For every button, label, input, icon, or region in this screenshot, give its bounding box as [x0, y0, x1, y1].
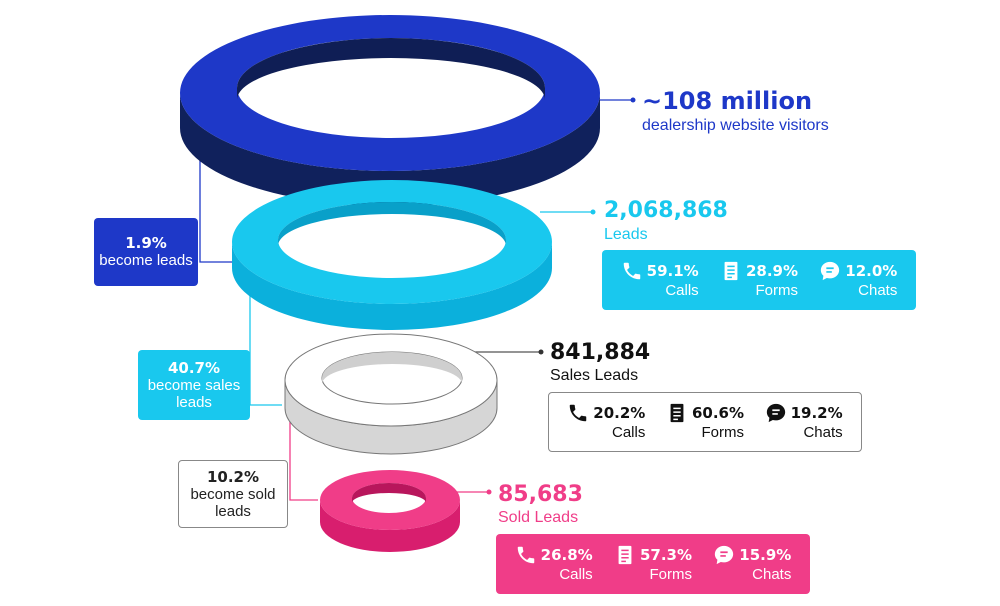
sold-leads-chats-pct: 15.9% — [739, 546, 792, 564]
visitors-label: dealership website visitors — [642, 117, 829, 134]
leads-chats-label: Chats — [858, 282, 898, 299]
chat-icon — [821, 261, 840, 281]
sales-leads-stat-chats: 19.2% Chats — [765, 402, 843, 442]
sales-leads-forms-label: Forms — [701, 424, 745, 441]
leads-chats-pct: 12.0% — [845, 262, 898, 280]
sales-leads-chats-label: Chats — [803, 424, 843, 441]
leads-calls-pct: 59.1% — [646, 262, 699, 280]
sales-leads-forms-pct: 60.6% — [691, 404, 744, 422]
sales-leads-calls-pct: 20.2% — [593, 404, 646, 422]
conversion-sales-leads-pct: 40.7% — [167, 358, 221, 377]
conversion-sales-leads-text: become sales leads — [147, 376, 241, 411]
leads-forms-label: Forms — [755, 282, 799, 299]
conversion-box-sales-leads: 40.7% become sales leads — [138, 350, 250, 420]
conversion-leads-text: become leads — [99, 252, 193, 269]
ring-leads — [232, 180, 552, 330]
flow-line-3 — [289, 412, 318, 501]
phone-icon — [623, 262, 640, 280]
sold-leads-stat-calls: 26.8% Calls — [515, 544, 593, 584]
sold-leads-chats-label: Chats — [752, 566, 792, 583]
form-icon — [618, 545, 632, 565]
sold-leads-calls-label: Calls — [559, 566, 593, 583]
conversion-sold-leads-text: become sold leads — [190, 485, 276, 520]
ring-sales-leads — [284, 333, 498, 455]
ring-sold-leads — [320, 470, 460, 552]
flow-line-2 — [249, 292, 282, 406]
sold-leads-label: Sold Leads — [498, 509, 579, 526]
form-icon — [670, 403, 684, 423]
ring-visitors — [180, 15, 600, 206]
leads-calls-label: Calls — [665, 282, 699, 299]
flow-line-1 — [199, 158, 232, 263]
sold-leads-stat-chats: 15.9% Chats — [713, 544, 791, 584]
phone-icon — [517, 546, 534, 564]
leads-stat-chats: 12.0% Chats — [819, 260, 897, 300]
sales-leads-stat-calls: 20.2% Calls — [567, 402, 645, 442]
leads-stats-box: 59.1% Calls 28.9% Forms 12.0% Chats — [602, 250, 916, 310]
leads-stat-forms: 28.9% Forms — [720, 260, 798, 300]
form-icon — [724, 261, 738, 281]
sold-leads-value: 85,683 — [498, 482, 583, 507]
sold-leads-forms-pct: 57.3% — [639, 546, 693, 564]
sales-leads-stat-forms: 60.6% Forms — [666, 402, 744, 442]
phone-icon — [570, 404, 587, 422]
visitors-value: ~108 million — [642, 87, 813, 115]
sales-leads-stats-box: 20.2% Calls 60.6% Forms 19.2% Chats — [548, 392, 862, 452]
leads-label: Leads — [604, 226, 648, 243]
sales-leads-value: 841,884 — [550, 340, 651, 365]
chat-icon — [766, 403, 785, 423]
conversion-box-sold-leads: 10.2% become sold leads — [178, 460, 288, 528]
sold-leads-calls-pct: 26.8% — [540, 546, 593, 564]
conversion-leads-pct: 1.9% — [125, 234, 167, 252]
leads-value: 2,068,868 — [604, 198, 728, 223]
sales-leads-calls-label: Calls — [612, 424, 646, 441]
leads-forms-pct: 28.9% — [745, 262, 799, 280]
sold-leads-stat-forms: 57.3% Forms — [614, 544, 692, 584]
sold-leads-stats-box: 26.8% Calls 57.3% Forms 15.9% Chats — [496, 534, 810, 594]
sold-leads-forms-label: Forms — [649, 566, 693, 583]
sales-leads-chats-pct: 19.2% — [790, 404, 843, 422]
chat-icon — [715, 545, 734, 565]
sales-leads-label: Sales Leads — [550, 367, 639, 384]
leads-stat-calls: 59.1% Calls — [621, 260, 699, 300]
conversion-sold-leads-pct: 10.2% — [206, 467, 260, 486]
conversion-box-leads: 1.9% become leads — [94, 218, 198, 286]
